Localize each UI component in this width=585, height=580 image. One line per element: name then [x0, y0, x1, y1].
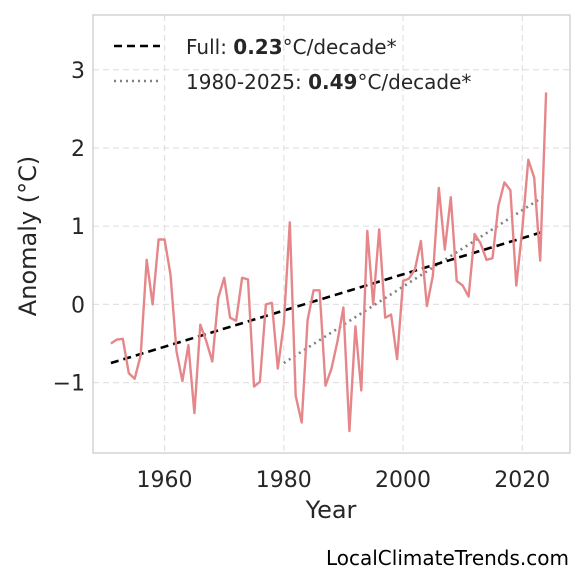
- legend-recent-value: 0.49: [308, 70, 357, 94]
- x-tick-label: 2000: [375, 468, 431, 493]
- y-axis-label: Anomaly (°C): [14, 156, 42, 316]
- x-axis-label: Year: [305, 496, 357, 524]
- y-tick-label: 0: [71, 293, 85, 318]
- legend-label-recent: 1980-2025: 0.49°C/decade*: [186, 70, 471, 94]
- x-tick-label: 2020: [494, 468, 550, 493]
- plot-frame: [92, 14, 571, 454]
- y-tick-label: 3: [71, 59, 85, 84]
- x-tick-label: 1960: [137, 468, 193, 493]
- legend-recent-suffix: °C/decade*: [357, 70, 471, 94]
- series-line: [110, 92, 548, 433]
- trend-line-recent: [283, 193, 547, 365]
- plot-background: [93, 15, 570, 453]
- x-tick-label: 1980: [256, 468, 312, 493]
- legend-full-suffix: °C/decade*: [283, 35, 397, 59]
- grid: [93, 15, 570, 453]
- trend-recent: [283, 193, 547, 365]
- legend: Full: 0.23°C/decade* 1980-2025: 0.49°C/d…: [114, 35, 471, 94]
- legend-full-value: 0.23: [233, 35, 282, 59]
- legend-label-full: Full: 0.23°C/decade*: [186, 35, 397, 59]
- y-tick-label: 2: [71, 137, 85, 162]
- y-tick-label: 1: [71, 215, 85, 240]
- legend-recent-prefix: 1980-2025:: [186, 70, 308, 94]
- legend-full-prefix: Full:: [186, 35, 233, 59]
- series: [110, 92, 548, 433]
- y-tick-label: −1: [53, 372, 85, 397]
- y-tick-labels: −1 0 1 2 3: [53, 59, 85, 397]
- watermark: LocalClimateTrends.com: [325, 546, 569, 570]
- x-tick-labels: 1960 1980 2000 2020: [137, 468, 551, 493]
